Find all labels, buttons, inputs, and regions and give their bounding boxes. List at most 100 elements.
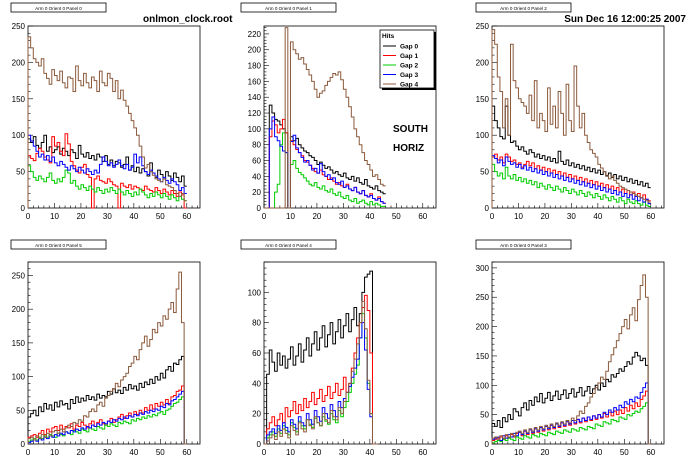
y-tick-label: 0 bbox=[257, 204, 262, 213]
datetime-stamp: Sun Dec 16 12:00:25 2007 bbox=[564, 14, 686, 25]
y-tick-label: 100 bbox=[12, 373, 26, 382]
panel-1: Arm 0 Orient 0 Panel 1 0 10 20 30 40 50 60 0 20 40… bbox=[240, 2, 437, 221]
x-tick-label: 10 bbox=[50, 212, 59, 221]
x-tick-label: 60 bbox=[182, 448, 191, 457]
y-tick-label: 0 bbox=[485, 440, 490, 449]
y-tick-label: 200 bbox=[12, 58, 26, 67]
x-tick-label: 30 bbox=[103, 212, 112, 221]
panel-5: Arm 0 Orient 0 Panel 3 0 10 20 30 40 50 60 0 50 10… bbox=[475, 239, 665, 457]
legend-entry: Gap 0 bbox=[400, 44, 418, 51]
plot-frame bbox=[27, 261, 201, 445]
x-tick-label: 20 bbox=[540, 448, 549, 457]
file-name: onlmon_clock.root bbox=[143, 14, 233, 25]
x-tick-label: 30 bbox=[103, 448, 112, 457]
x-tick-label: 50 bbox=[620, 212, 629, 221]
series-gap-0 bbox=[264, 270, 378, 445]
x-tick-label: 20 bbox=[312, 448, 321, 457]
legend-entry: Gap 4 bbox=[400, 82, 418, 89]
y-tick-label: 200 bbox=[476, 323, 490, 332]
series-gap-3 bbox=[491, 382, 651, 445]
x-tick-label: 0 bbox=[26, 448, 31, 457]
x-tick-label: 30 bbox=[339, 212, 348, 221]
x-tick-label: 10 bbox=[286, 448, 295, 457]
x-tick-label: 60 bbox=[646, 448, 655, 457]
panel-title-box bbox=[240, 239, 337, 250]
plot-frame bbox=[263, 25, 437, 209]
y-tick-label: 250 bbox=[476, 22, 490, 31]
y-tick-label: 250 bbox=[12, 271, 26, 280]
panel-0: Arm 0 Orient 0 Panel 0 0 10 20 30 40 50 60 0 50 10… bbox=[10, 2, 201, 221]
panel-3: Arm 0 Orient 0 Panel 5 0 10 20 30 40 50 60 0 50 10… bbox=[10, 239, 201, 457]
series-gap-3 bbox=[27, 134, 187, 208]
y-tick-label: 0 bbox=[21, 204, 26, 213]
panel-title-box bbox=[475, 2, 572, 13]
series-gap-4 bbox=[491, 29, 651, 208]
y-tick-label: 150 bbox=[476, 95, 490, 104]
x-tick-label: 0 bbox=[490, 448, 495, 457]
series-gap-2 bbox=[491, 402, 651, 445]
y-tick-label: 0 bbox=[485, 204, 490, 213]
y-tick-label: 100 bbox=[12, 131, 26, 140]
x-tick-label: 20 bbox=[76, 212, 85, 221]
series-gap-0 bbox=[491, 351, 651, 445]
y-tick-label: 160 bbox=[248, 77, 262, 86]
x-tick-label: 10 bbox=[50, 448, 59, 457]
series-gap-1 bbox=[27, 133, 187, 209]
series-gap-2 bbox=[264, 313, 378, 445]
y-tick-label: 150 bbox=[12, 339, 26, 348]
y-tick-label: 100 bbox=[476, 131, 490, 140]
x-tick-label: 40 bbox=[593, 448, 602, 457]
x-tick-label: 0 bbox=[262, 448, 267, 457]
legend-entry: Gap 1 bbox=[400, 53, 418, 60]
panel-title-box bbox=[10, 2, 107, 13]
x-tick-label: 20 bbox=[76, 448, 85, 457]
y-tick-label: 100 bbox=[248, 125, 262, 134]
series-gap-4 bbox=[264, 300, 378, 445]
legend-title: Hits bbox=[382, 33, 395, 40]
y-tick-label: 200 bbox=[476, 58, 490, 67]
x-tick-label: 30 bbox=[339, 448, 348, 457]
x-tick-label: 40 bbox=[365, 212, 374, 221]
y-tick-label: 250 bbox=[12, 22, 26, 31]
series-gap-4 bbox=[264, 27, 386, 209]
y-tick-label: 60 bbox=[252, 349, 261, 358]
x-tick-label: 50 bbox=[620, 448, 629, 457]
x-tick-label: 50 bbox=[392, 212, 401, 221]
y-tick-label: 200 bbox=[12, 305, 26, 314]
x-tick-label: 10 bbox=[286, 212, 295, 221]
x-tick-label: 0 bbox=[490, 212, 495, 221]
y-tick-label: 50 bbox=[16, 406, 25, 415]
panel-title-box bbox=[240, 2, 337, 13]
x-tick-label: 60 bbox=[418, 448, 427, 457]
annotation-horiz: HORIZ bbox=[393, 143, 424, 154]
series-gap-3 bbox=[491, 155, 651, 208]
legend-entry: Gap 3 bbox=[400, 72, 418, 79]
panel-title: Arm 0 Orient 0 Panel 4 bbox=[265, 243, 312, 248]
panel-title: Arm 0 Orient 0 Panel 5 bbox=[35, 243, 82, 248]
panel-title-box bbox=[10, 239, 107, 250]
x-tick-label: 0 bbox=[262, 212, 267, 221]
x-tick-label: 10 bbox=[514, 448, 523, 457]
y-tick-label: 80 bbox=[252, 319, 261, 328]
y-tick-label: 50 bbox=[480, 411, 489, 420]
panel-title: Arm 0 Orient 0 Panel 1 bbox=[265, 6, 312, 11]
x-tick-label: 40 bbox=[593, 212, 602, 221]
panel-title: Arm 0 Orient 0 Panel 0 bbox=[35, 6, 82, 11]
y-tick-label: 0 bbox=[21, 440, 26, 449]
y-tick-label: 80 bbox=[252, 141, 261, 150]
series-gap-0 bbox=[27, 134, 187, 208]
series-gap-0 bbox=[491, 105, 651, 208]
panel-2: Arm 0 Orient 0 Panel 2 0 10 20 30 40 50 60 0 50 10… bbox=[475, 2, 665, 221]
y-tick-label: 60 bbox=[252, 157, 261, 166]
x-tick-label: 40 bbox=[365, 448, 374, 457]
y-tick-label: 100 bbox=[248, 288, 262, 297]
x-tick-label: 20 bbox=[312, 212, 321, 221]
x-tick-label: 30 bbox=[567, 448, 576, 457]
x-tick-label: 10 bbox=[514, 212, 523, 221]
x-tick-label: 30 bbox=[567, 212, 576, 221]
series-gap-4 bbox=[491, 274, 651, 445]
series-gap-3 bbox=[27, 390, 187, 445]
y-tick-label: 50 bbox=[16, 168, 25, 177]
y-tick-label: 40 bbox=[252, 172, 261, 181]
